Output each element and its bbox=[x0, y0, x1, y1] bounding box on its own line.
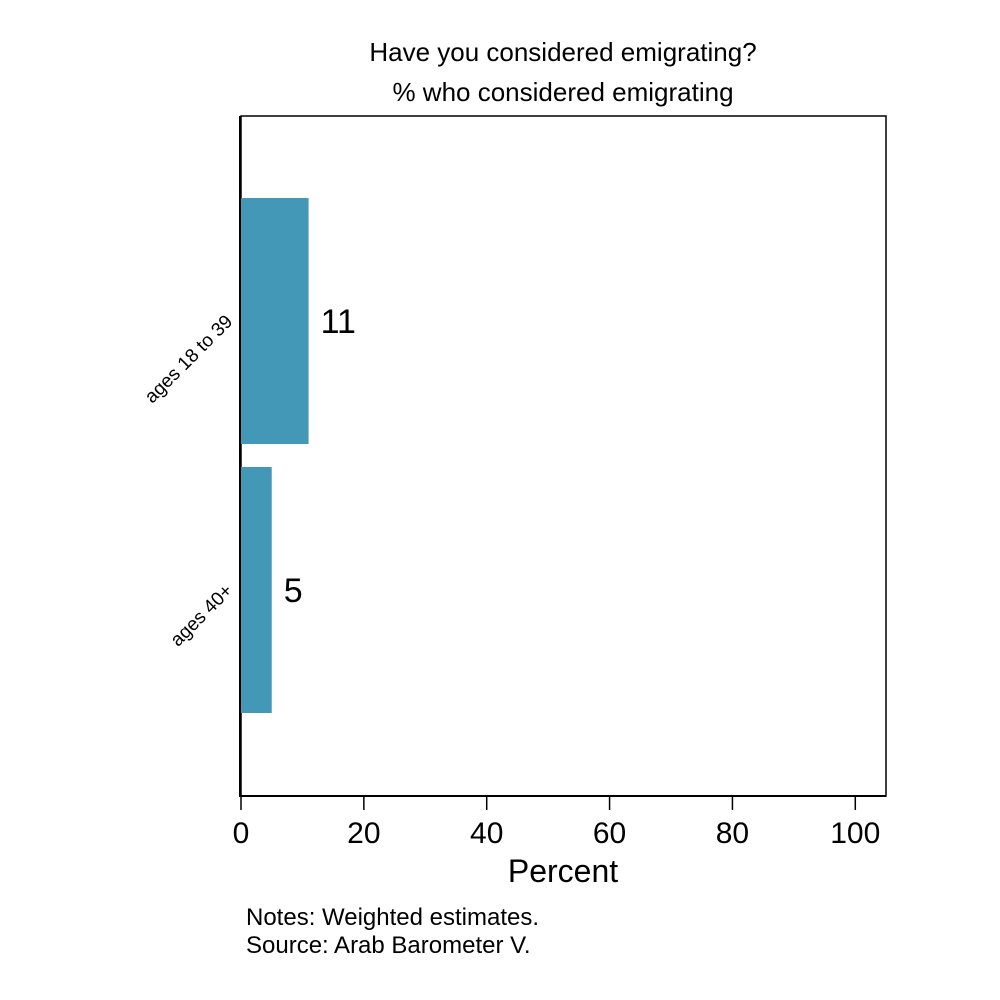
chart-note-source: Source: Arab Barometer V. bbox=[246, 932, 531, 959]
bars-layer bbox=[241, 198, 309, 713]
data-labels-layer: 11 5 bbox=[284, 303, 356, 610]
x-tick-label-4: 80 bbox=[716, 817, 749, 850]
x-tick-label-2: 40 bbox=[470, 817, 503, 850]
x-axis-label: Percent bbox=[508, 853, 618, 889]
chart-subtitle: % who considered emigrating bbox=[392, 77, 733, 107]
x-tick-label-0: 0 bbox=[233, 817, 250, 850]
x-tick-label-1: 20 bbox=[347, 817, 380, 850]
chart-title: Have you considered emigrating? bbox=[369, 37, 756, 67]
bar-0 bbox=[241, 198, 309, 444]
data-label-0: 11 bbox=[321, 303, 356, 341]
data-label-1: 5 bbox=[284, 572, 303, 610]
category-label-0: ages 18 to 39 bbox=[141, 311, 237, 407]
category-labels-layer: ages 18 to 39 ages 40+ bbox=[141, 311, 237, 651]
bar-1 bbox=[241, 467, 272, 713]
plot-area-frame bbox=[240, 115, 887, 797]
category-label-1: ages 40+ bbox=[167, 580, 238, 651]
x-tick-label-3: 60 bbox=[593, 817, 626, 850]
x-tick-label-5: 100 bbox=[830, 817, 880, 850]
chart-note-weighted: Notes: Weighted estimates. bbox=[246, 904, 539, 931]
x-ticks-layer: 0 20 40 60 80 100 bbox=[233, 796, 880, 850]
